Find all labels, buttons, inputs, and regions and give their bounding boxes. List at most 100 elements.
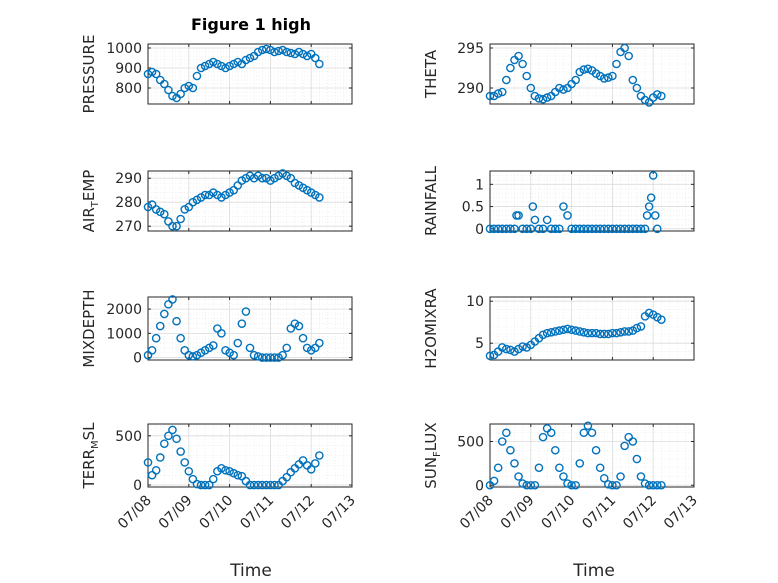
data-point <box>575 327 585 336</box>
data-point <box>241 55 251 65</box>
y-tick-label: 295 <box>457 41 484 57</box>
data-point <box>506 63 515 73</box>
data-point <box>253 480 263 490</box>
data-point <box>502 75 511 85</box>
y-tick-label: 0 <box>475 478 484 494</box>
data-point <box>164 85 173 95</box>
data-point <box>538 224 548 234</box>
data-point <box>151 333 161 343</box>
data-point <box>642 211 652 220</box>
data-point <box>229 59 238 69</box>
data-point <box>608 224 617 234</box>
data-point <box>497 87 507 97</box>
data-point <box>583 328 593 338</box>
data-point <box>587 328 597 338</box>
data-point <box>538 330 548 340</box>
data-point <box>640 224 650 234</box>
data-point <box>640 479 650 488</box>
data-point <box>636 322 646 331</box>
data-point <box>522 224 532 234</box>
data-point <box>233 338 243 348</box>
y-tick-label: 290 <box>115 171 142 187</box>
data-point <box>579 327 589 337</box>
data-point <box>310 459 320 468</box>
data-point <box>579 428 589 438</box>
data-point <box>172 316 181 326</box>
data-point <box>604 480 613 489</box>
data-point <box>506 345 515 355</box>
data-point <box>213 59 222 69</box>
data-point <box>571 75 580 85</box>
y-tick-label: 1 <box>475 177 484 193</box>
data-point <box>306 464 316 474</box>
data-point <box>644 308 654 318</box>
y-tick-label: 500 <box>457 435 484 451</box>
data-point <box>555 463 564 473</box>
data-point <box>172 221 181 231</box>
data-point <box>200 61 210 71</box>
data-point <box>168 91 177 101</box>
data-point <box>282 343 292 353</box>
x-tick-label: 07/13 <box>661 493 701 533</box>
data-point <box>221 465 230 475</box>
data-point <box>249 480 259 490</box>
y-axis-label: RAINFALL <box>422 165 440 236</box>
data-point <box>604 224 613 234</box>
data-point <box>164 299 173 309</box>
data-point <box>294 47 304 57</box>
data-point <box>176 447 185 456</box>
x-axis-label-left: Time <box>229 561 272 581</box>
y-tick-label: 1000 <box>106 41 142 57</box>
data-point <box>559 85 568 94</box>
data-point <box>310 53 320 63</box>
data-point <box>604 73 613 82</box>
data-point <box>274 46 283 56</box>
data-point <box>245 343 255 353</box>
data-point <box>652 480 662 490</box>
data-point <box>567 480 576 490</box>
y-tick-label: 0 <box>475 222 484 238</box>
data-point <box>542 93 552 102</box>
x-tick-label: 07/11 <box>579 493 619 533</box>
data-point <box>208 474 218 484</box>
data-point <box>315 193 324 202</box>
data-point <box>555 83 564 93</box>
x-axis-label-right: Time <box>572 561 615 581</box>
subplot-7: 0 500 07/08 07/09 07/10 07/11 07/12 07/13 TERRMS… <box>80 422 359 533</box>
data-point <box>514 51 523 61</box>
x-tick-label: 07/11 <box>237 493 277 533</box>
axes-box <box>147 423 353 488</box>
data-point <box>160 439 169 448</box>
y-axis-label: THETA <box>422 49 440 99</box>
data-point <box>526 224 536 234</box>
data-point <box>160 209 169 219</box>
y-tick-label: 0 <box>133 351 142 367</box>
data-point <box>518 59 527 69</box>
y-tick-label: 10 <box>466 294 484 310</box>
data-point <box>514 472 523 481</box>
data-point <box>188 83 198 93</box>
y-axis-label: AIRTEMP <box>80 170 101 233</box>
data-point <box>624 51 634 61</box>
data-point <box>599 473 609 483</box>
data-point <box>208 341 218 350</box>
data-point <box>599 74 609 83</box>
data-point <box>502 344 511 354</box>
data-point <box>270 480 279 490</box>
data-point <box>648 171 658 180</box>
subplot-1: 800 900 1000 PRESSURE <box>80 35 353 113</box>
figure-title: Figure 1 high <box>191 15 311 34</box>
data-point <box>315 451 324 460</box>
data-point <box>155 321 165 331</box>
data-point <box>262 44 271 54</box>
data-point <box>298 49 308 59</box>
data-point <box>493 463 503 473</box>
data-point <box>245 53 255 63</box>
data-point <box>266 45 275 55</box>
data-point <box>608 328 617 338</box>
data-point <box>616 472 625 481</box>
data-point <box>286 48 296 58</box>
data-point <box>176 89 185 99</box>
data-point <box>184 81 194 91</box>
